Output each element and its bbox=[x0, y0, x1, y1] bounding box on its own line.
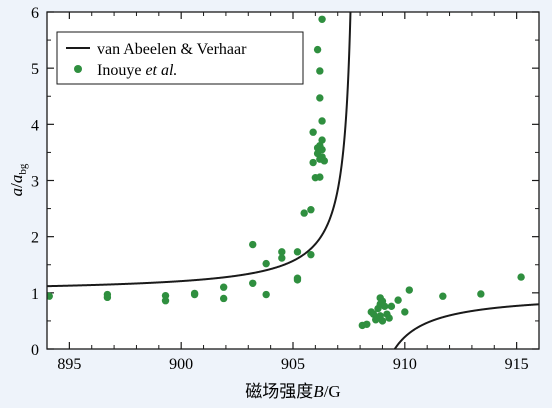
data-point bbox=[262, 259, 270, 268]
data-point bbox=[307, 250, 315, 259]
data-point bbox=[380, 302, 389, 311]
data-point bbox=[307, 206, 315, 214]
data-point bbox=[161, 296, 170, 305]
x-tick-label: 900 bbox=[169, 356, 193, 373]
data-point bbox=[249, 240, 257, 249]
data-point bbox=[316, 173, 324, 181]
legend-box bbox=[56, 31, 304, 85]
model-curve-left bbox=[47, 12, 352, 288]
data-point bbox=[363, 320, 371, 328]
data-point bbox=[300, 209, 308, 217]
data-point bbox=[47, 292, 53, 300]
data-point bbox=[278, 248, 286, 256]
legend-label-model: van Abeelen & Verhaar bbox=[97, 41, 247, 58]
data-point bbox=[477, 290, 485, 298]
data-point bbox=[316, 94, 324, 102]
data-point bbox=[318, 136, 326, 144]
data-point bbox=[394, 296, 402, 304]
data-point bbox=[401, 308, 409, 316]
data-point bbox=[309, 158, 317, 167]
data-point bbox=[219, 283, 228, 291]
x-tick-label: 915 bbox=[505, 356, 529, 373]
data-point bbox=[439, 292, 447, 300]
data-point bbox=[103, 293, 112, 302]
model-curve-right bbox=[393, 303, 539, 349]
data-point bbox=[387, 302, 396, 311]
data-point bbox=[385, 314, 393, 322]
legend-point-swatch bbox=[74, 65, 82, 73]
plot-frame bbox=[46, 11, 540, 350]
y-tick-label: 2 bbox=[31, 230, 39, 247]
data-point bbox=[320, 157, 329, 165]
data-point bbox=[249, 279, 257, 287]
data-point bbox=[318, 15, 326, 24]
data-point bbox=[517, 273, 525, 281]
y-tick-label: 1 bbox=[31, 286, 39, 303]
data-point bbox=[378, 317, 387, 325]
data-point bbox=[318, 117, 326, 125]
x-tick-label: 905 bbox=[281, 356, 305, 373]
data-point bbox=[219, 294, 228, 303]
data-point bbox=[313, 45, 322, 54]
x-tick-label: 895 bbox=[57, 356, 81, 373]
y-tick-label: 6 bbox=[31, 5, 39, 22]
data-point bbox=[316, 67, 324, 75]
data-point bbox=[309, 128, 317, 136]
legend-label-data: Inouye et al. bbox=[97, 62, 177, 79]
data-point bbox=[293, 276, 302, 284]
x-tick-label: 910 bbox=[393, 356, 417, 373]
y-axis-label: a/abg bbox=[7, 163, 29, 196]
data-point bbox=[405, 286, 413, 294]
y-tick-label: 5 bbox=[31, 61, 39, 78]
data-point bbox=[262, 290, 270, 299]
data-point bbox=[190, 290, 199, 299]
data-point bbox=[161, 291, 170, 300]
y-tick-label: 3 bbox=[31, 174, 39, 191]
data-point bbox=[293, 248, 302, 256]
x-axis-label: 磁场强度B/G bbox=[245, 382, 340, 401]
data-point bbox=[318, 145, 326, 154]
data-point bbox=[278, 254, 286, 262]
y-tick-label: 0 bbox=[31, 342, 39, 359]
y-tick-label: 4 bbox=[31, 117, 39, 134]
legend: van Abeelen & Verhaar Inouye et al. bbox=[56, 31, 304, 85]
